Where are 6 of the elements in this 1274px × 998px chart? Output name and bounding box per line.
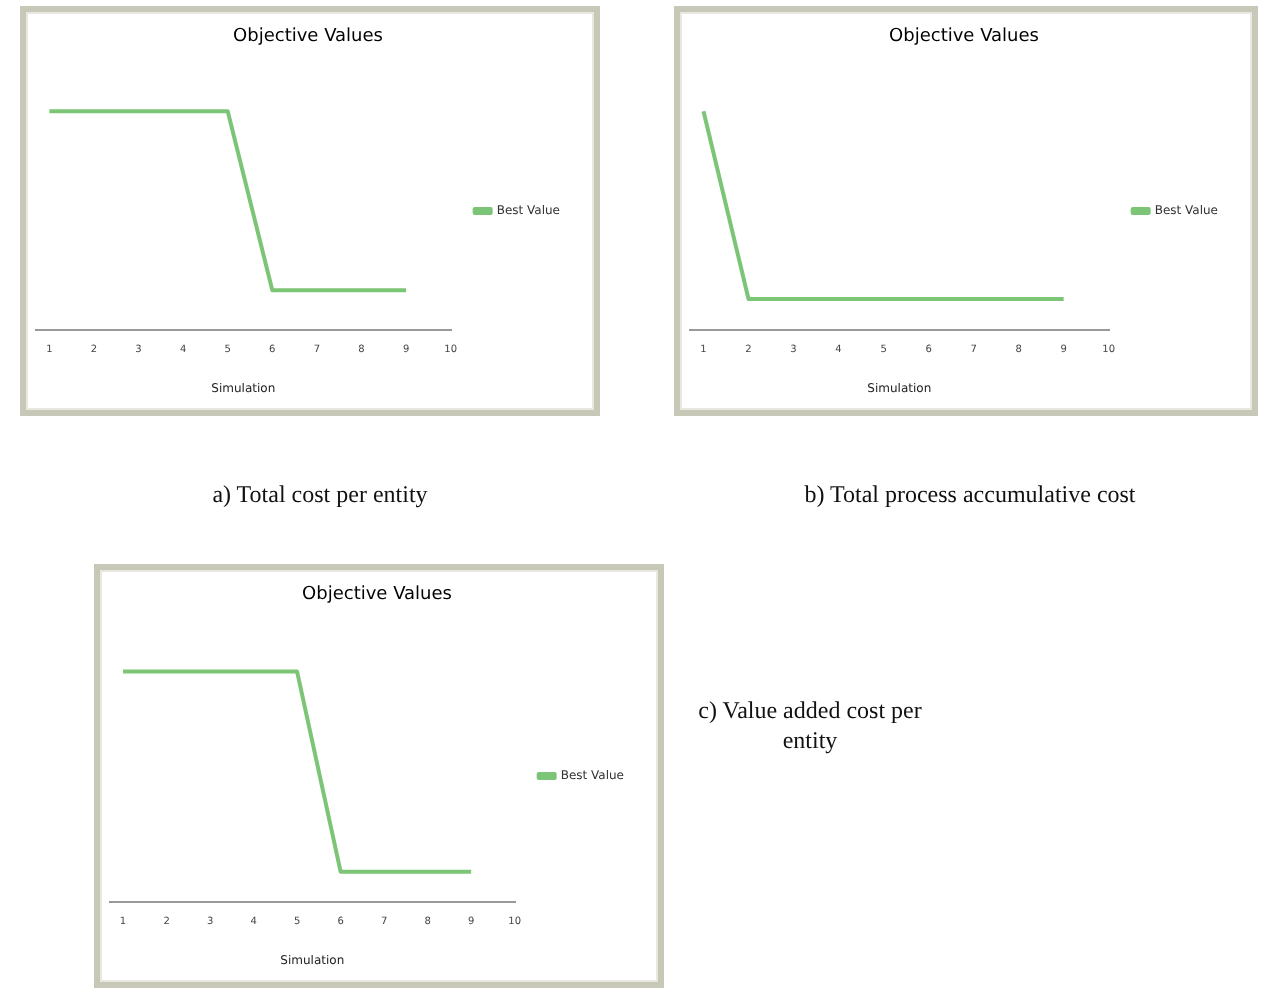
text: b) Total process accumulative cost (802, 480, 1138, 510)
chart-title: Objective Values (233, 27, 384, 48)
chart-title: Objective Values (302, 585, 453, 606)
text: c) Value added cost per entity (696, 696, 924, 756)
text: a) Total cost per entity (210, 480, 430, 510)
chart-title: Objective Values (889, 27, 1040, 48)
